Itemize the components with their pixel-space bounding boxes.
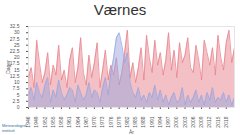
- svg-text:1964: 1964: [75, 116, 81, 127]
- svg-text:12.5: 12.5: [10, 73, 20, 79]
- svg-text:20: 20: [14, 54, 20, 60]
- svg-text:10: 10: [14, 79, 20, 85]
- svg-text:1952: 1952: [42, 116, 48, 127]
- svg-text:1979: 1979: [116, 116, 122, 127]
- svg-text:5: 5: [17, 92, 20, 98]
- svg-text:25: 25: [14, 42, 20, 48]
- svg-text:7.5: 7.5: [13, 85, 20, 91]
- svg-text:2.5: 2.5: [13, 98, 20, 104]
- svg-text:1994: 1994: [157, 116, 163, 127]
- svg-text:1961: 1961: [66, 116, 72, 127]
- svg-text:1973: 1973: [99, 116, 105, 127]
- svg-text:2018: 2018: [223, 116, 229, 127]
- svg-text:15: 15: [14, 67, 20, 73]
- svg-text:30: 30: [14, 29, 20, 35]
- svg-text:Dager: Dager: [5, 60, 11, 74]
- svg-text:17.5: 17.5: [10, 60, 20, 66]
- svg-text:2003: 2003: [182, 116, 188, 127]
- svg-text:2015: 2015: [215, 116, 221, 127]
- svg-text:0: 0: [17, 104, 20, 110]
- svg-text:1991: 1991: [149, 116, 155, 127]
- svg-text:1967: 1967: [83, 116, 89, 127]
- svg-text:1976: 1976: [108, 116, 114, 127]
- svg-text:1970: 1970: [91, 116, 97, 127]
- svg-text:1946: 1946: [25, 116, 32, 128]
- svg-text:2009: 2009: [198, 116, 204, 127]
- svg-text:1955: 1955: [50, 116, 56, 127]
- svg-text:1988: 1988: [140, 116, 146, 127]
- svg-text:1958: 1958: [58, 116, 64, 127]
- svg-text:2006: 2006: [190, 116, 196, 127]
- svg-text:2000: 2000: [173, 116, 179, 127]
- html-text:Meteorologisk institutt: Meteorologisk institutt: [2, 123, 27, 133]
- svg-text:1985: 1985: [132, 116, 138, 127]
- svg-text:1949: 1949: [33, 116, 39, 127]
- html-text:Værnes: Værnes: [93, 1, 147, 18]
- svg-text:År: År: [129, 129, 134, 135]
- svg-text:1982: 1982: [124, 116, 130, 127]
- svg-text:2012: 2012: [206, 116, 212, 127]
- svg-text:27.5: 27.5: [10, 36, 20, 42]
- svg-text:22.5: 22.5: [10, 48, 20, 54]
- svg-text:1997: 1997: [165, 116, 171, 127]
- svg-text:32.5: 32.5: [10, 23, 20, 29]
